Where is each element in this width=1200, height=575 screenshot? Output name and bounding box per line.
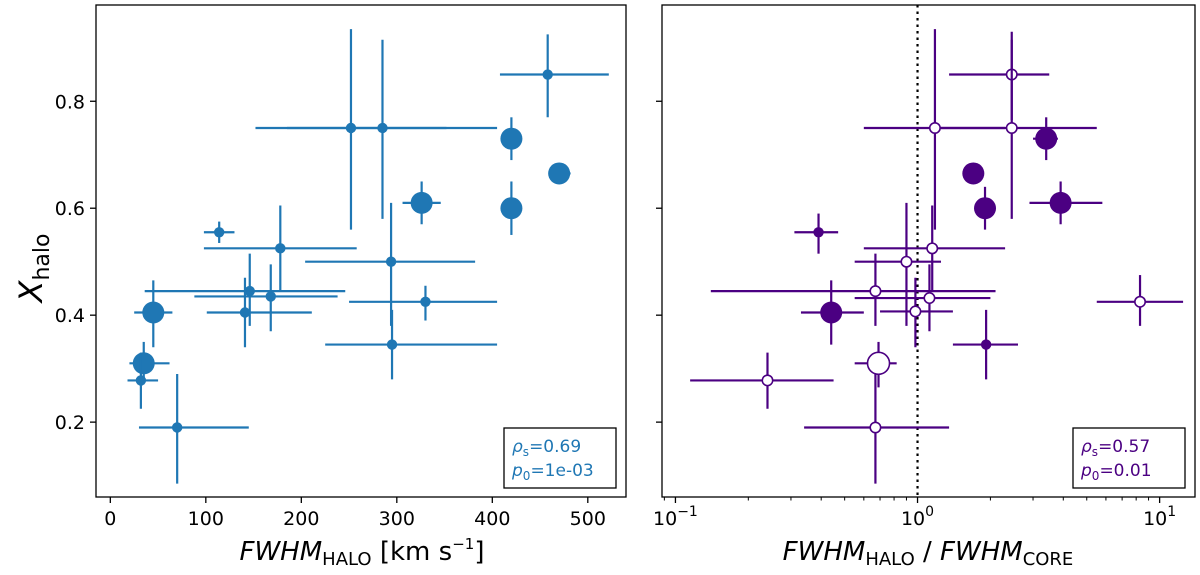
right-xtick-label-2: 100 [901,504,934,530]
left-data-point-19 [138,374,249,484]
left-marker-19 [171,422,183,433]
left-data-point-14 [206,277,312,348]
left-marker-5 [548,162,571,185]
right-marker-3 [1005,122,1018,135]
right-plot-frame [661,4,1196,498]
left-data-point-13 [349,285,498,321]
right-data-point-5 [962,162,985,185]
left-data-point-9 [203,205,357,292]
right-marker-7 [974,197,997,220]
right-marker-18 [761,374,774,387]
right-marker-6 [1049,191,1072,214]
right-marker-2 [928,122,941,135]
right-data-point-3 [940,39,1097,219]
left-marker-16 [386,339,398,350]
left-xtick-label-4: 300 [379,508,415,530]
left-marker-17 [132,352,155,375]
right-data-point-10 [854,202,941,326]
left-xtick-label-1: 0 [104,508,116,530]
right-marker-15 [820,301,843,324]
left-plot-frame [95,4,627,498]
right-marker-5 [962,162,985,185]
left-marker-6 [410,191,433,214]
right-p-stat: p0=0.01 [1080,461,1152,483]
right-data-point-4 [1033,117,1058,161]
left-marker-8 [213,227,225,238]
left-marker-10 [385,256,397,267]
right-xtick-label-3: 101 [1143,504,1176,530]
right-marker-4 [1035,127,1058,150]
left-data-point-4 [500,117,523,161]
right-marker-10 [900,255,913,268]
left-marker-13 [420,296,431,308]
right-data-point-7 [974,186,997,230]
left-data-point-6 [402,181,441,225]
left-data-point-5 [548,162,571,185]
right-marker-14 [909,305,922,318]
left-marker-3 [377,122,388,134]
right-data-point-11 [710,253,996,326]
right-data-point-1 [949,31,1050,120]
right-data-point-19 [804,374,950,484]
left-ytick-label-2: 0.4 [55,305,85,327]
left-xtick-label-2: 100 [188,508,224,530]
left-ytick-label-4: 0.8 [55,91,85,113]
right-marker-19 [869,421,882,434]
left-xtick-label-3: 200 [283,508,319,530]
right-data-point-12 [854,264,991,332]
right-data-point-15 [800,280,864,345]
right-marker-12 [923,292,936,305]
left-marker-14 [239,307,251,318]
left-marker-9 [275,243,286,254]
right-data-point-9 [863,205,1006,292]
left-p-stat: p0=1e-03 [511,461,594,483]
right-data-point-13 [1096,275,1184,326]
right-marker-8 [813,227,824,238]
left-marker-4 [500,127,523,150]
right-data-point-17 [854,341,897,388]
right-data-point-8 [794,213,839,254]
left-x-axis-label: FWHMHALO [km s−1] [240,535,485,570]
left-data-point-3 [286,39,498,219]
left-xtick-label-6: 500 [570,508,606,530]
left-ytick-label-3: 0.6 [55,198,85,220]
left-data-point-16 [325,309,498,380]
left-data-point-15 [134,280,173,348]
left-chart: 0.2 0.4 0.6 0.8 0 100 200 300 400 500 ρs=0.69p0=1e… [55,4,627,530]
right-data-point-14 [880,277,953,348]
right-xtick-label-1: 10−1 [653,504,698,530]
right-marker-17 [866,351,891,376]
left-ytick-label-1: 0.2 [55,412,85,434]
right-marker-9 [926,242,939,255]
left-data-point-12 [194,264,338,332]
left-marker-15 [142,301,165,324]
right-marker-11 [869,285,882,298]
left-data-point-10 [305,202,476,326]
right-marker-13 [1134,295,1147,308]
left-data-point-7 [500,181,523,235]
left-xtick-label-5: 400 [474,508,510,530]
y-axis-label: Xhalo [12,234,55,305]
left-data-point-1 [499,34,609,118]
right-data-point-18 [690,352,834,409]
right-x-axis-label: FWHMHALO / FWHMCORE [783,537,1074,570]
left-data-point-18 [127,352,159,409]
left-marker-1 [542,69,553,80]
right-rho-stat: ρs=0.57 [1081,437,1150,459]
left-rho-stat: ρs=0.69 [512,437,581,459]
left-marker-11 [244,285,255,297]
right-data-point-6 [1029,181,1103,225]
left-marker-12 [265,291,276,302]
left-marker-18 [135,375,147,386]
right-marker-16 [980,339,992,350]
right-data-point-16 [952,309,1018,380]
left-data-point-17 [129,341,170,380]
left-marker-7 [500,197,523,220]
left-data-point-8 [203,221,235,243]
